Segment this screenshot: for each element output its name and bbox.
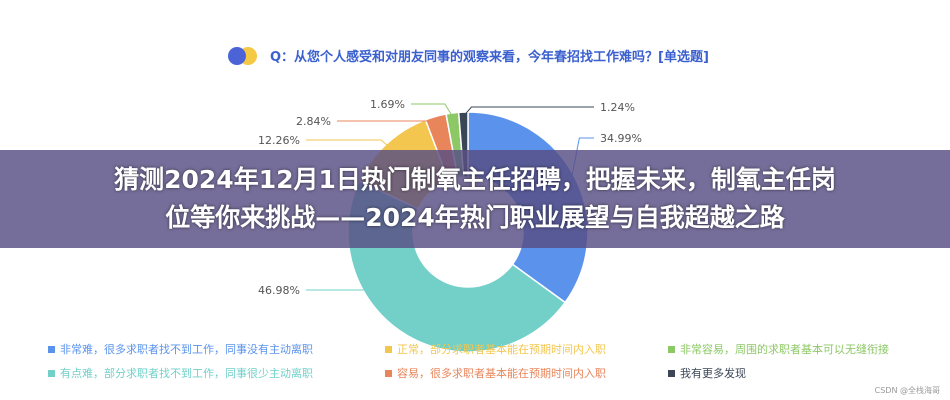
data-label: 1.24% — [600, 101, 635, 114]
banner-line-1: 猜测2024年12月1日热门制氧主任招聘，把握未来，制氧主任岗 — [114, 165, 836, 194]
question-text: Q：从您个人感受和对朋友同事的观察来看，今年春招找工作难吗？[单选题] — [270, 50, 709, 65]
legend-item: 非常难，很多求职者找不到工作，同事没有主动离职 — [48, 341, 313, 357]
legend-swatch — [385, 369, 392, 377]
title-dots-icon — [228, 46, 260, 65]
legend-label: 非常容易，周围的求职者基本可以无缝衔接 — [680, 343, 889, 356]
title-banner: 猜测2024年12月1日热门制氧主任招聘，把握未来，制氧主任岗 位等你来挑战——… — [0, 150, 950, 248]
legend-swatch — [385, 345, 392, 353]
legend-item: 有点难，部分求职者找不到工作，同事很少主动离职 — [48, 365, 313, 381]
legend-swatch — [668, 345, 675, 353]
leader-line — [306, 139, 390, 148]
banner-line-2: 位等你来挑战——2024年热门职业展望与自我超越之路 — [165, 203, 785, 232]
legend-swatch — [48, 369, 55, 377]
leader-line — [411, 103, 454, 118]
legend-label: 非常难，很多求职者找不到工作，同事没有主动离职 — [60, 343, 313, 356]
legend-item: 正常，部分求职者基本能在预期时间内入职 — [385, 341, 606, 357]
legend-item: 容易，很多求职者基本能在预期时间内入职 — [385, 365, 606, 381]
legend-item: 我有更多发现 — [668, 365, 746, 381]
watermark: CSDN @全栈海哥 — [874, 386, 940, 395]
legend-label: 正常，部分求职者基本能在预期时间内入职 — [397, 343, 606, 356]
data-label: 34.99% — [600, 132, 642, 145]
chart-title: Q：从您个人感受和对朋友同事的观察来看，今年春招找工作难吗？[单选题] — [228, 46, 709, 65]
data-label: 46.98% — [258, 284, 300, 297]
leader-line — [463, 106, 594, 117]
data-label: 2.84% — [296, 115, 331, 128]
leader-line — [306, 289, 410, 333]
leader-line — [337, 119, 437, 122]
legend-label: 容易，很多求职者基本能在预期时间内入职 — [397, 367, 606, 380]
legend-item: 非常容易，周围的求职者基本可以无缝衔接 — [668, 341, 889, 357]
data-label: 1.69% — [370, 98, 405, 111]
data-label: 12.26% — [258, 134, 300, 147]
legend-label: 我有更多发现 — [680, 367, 746, 380]
legend-swatch — [48, 345, 55, 353]
legend-label: 有点难，部分求职者找不到工作，同事很少主动离职 — [60, 367, 313, 380]
legend-swatch — [668, 369, 675, 377]
